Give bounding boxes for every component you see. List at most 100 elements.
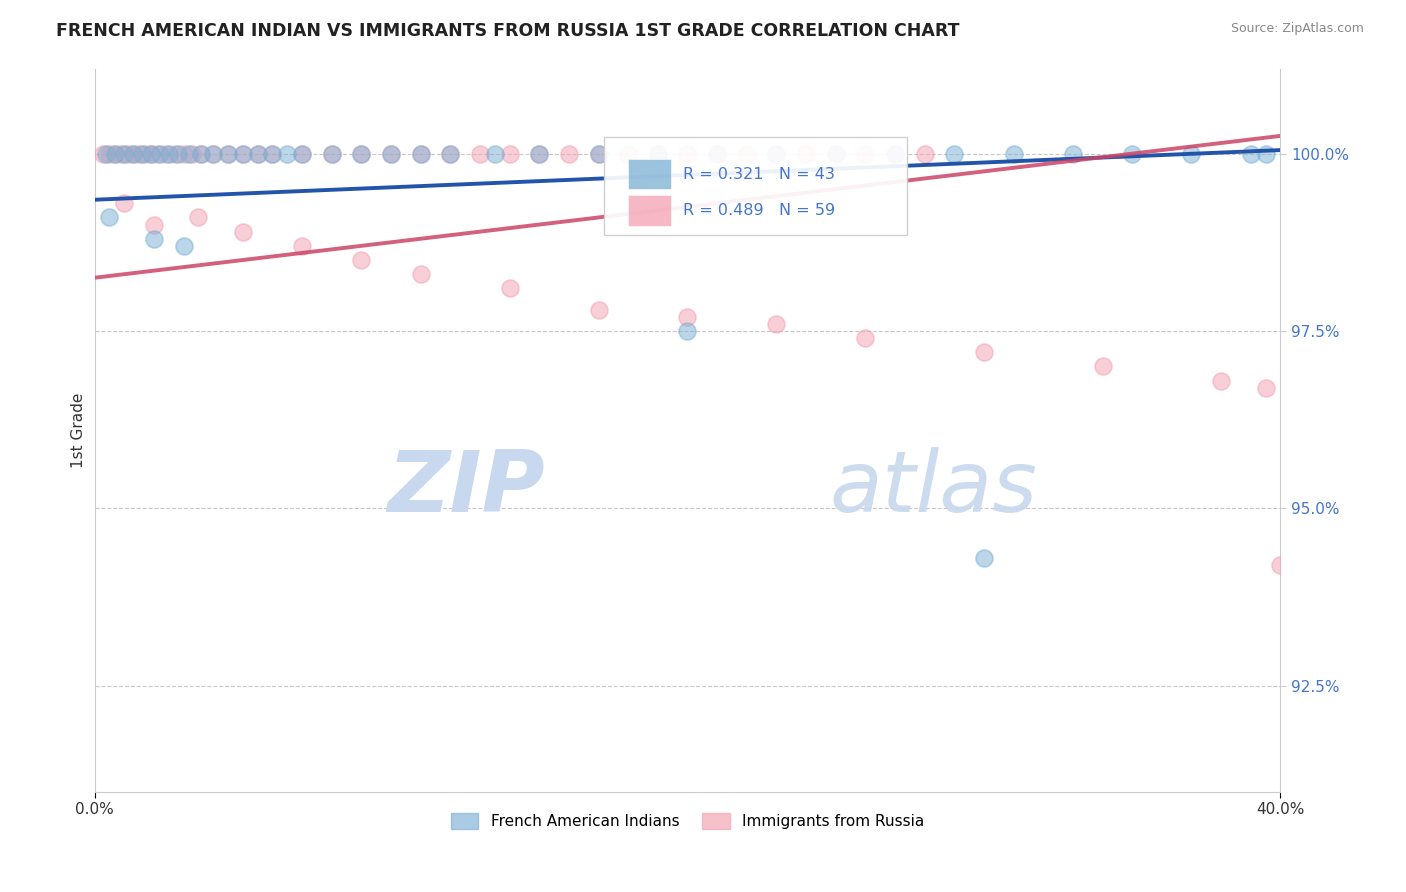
Point <box>291 239 314 253</box>
Point <box>291 146 314 161</box>
Point <box>155 146 177 161</box>
Point <box>676 146 699 161</box>
Point <box>617 146 640 161</box>
Y-axis label: 1st Grade: 1st Grade <box>72 392 86 468</box>
Point <box>1091 359 1114 374</box>
Point <box>706 146 728 161</box>
Point <box>884 146 907 161</box>
Point <box>202 146 225 161</box>
Point <box>157 146 180 161</box>
Text: R = 0.489   N = 59: R = 0.489 N = 59 <box>683 202 835 218</box>
Text: atlas: atlas <box>830 447 1038 530</box>
Point <box>139 146 162 161</box>
Point <box>439 146 461 161</box>
Point <box>853 331 876 345</box>
Point <box>973 550 995 565</box>
FancyBboxPatch shape <box>628 195 671 226</box>
Point <box>409 146 432 161</box>
Point <box>498 146 520 161</box>
Point <box>765 317 787 331</box>
Point <box>409 267 432 281</box>
Point <box>1270 558 1292 572</box>
Point <box>824 146 846 161</box>
Point <box>181 146 204 161</box>
Point <box>409 146 432 161</box>
Point <box>706 146 728 161</box>
Point <box>824 146 846 161</box>
FancyBboxPatch shape <box>605 137 907 235</box>
Point <box>217 146 239 161</box>
Point <box>529 146 551 161</box>
Point <box>166 146 188 161</box>
Point <box>1254 146 1277 161</box>
Point <box>647 146 669 161</box>
Point <box>232 146 254 161</box>
Point <box>276 146 298 161</box>
Point <box>122 146 145 161</box>
Point <box>104 146 127 161</box>
Point <box>134 146 156 161</box>
Point <box>765 146 787 161</box>
Point <box>98 211 121 225</box>
Point <box>115 146 138 161</box>
Point <box>112 146 135 161</box>
Point <box>139 146 162 161</box>
Point <box>110 146 132 161</box>
Point <box>96 146 118 161</box>
FancyBboxPatch shape <box>628 159 671 189</box>
Point <box>179 146 201 161</box>
Point <box>149 146 172 161</box>
Point <box>350 253 373 268</box>
Point <box>232 146 254 161</box>
Point <box>1254 381 1277 395</box>
Point <box>914 146 936 161</box>
Point <box>1240 146 1263 161</box>
Point <box>93 146 115 161</box>
Point <box>104 146 127 161</box>
Point <box>217 146 239 161</box>
Point <box>190 146 212 161</box>
Point <box>173 239 195 253</box>
Point <box>262 146 284 161</box>
Text: ZIP: ZIP <box>388 447 546 530</box>
Point <box>853 146 876 161</box>
Point <box>321 146 343 161</box>
Point <box>439 146 461 161</box>
Legend: French American Indians, Immigrants from Russia: French American Indians, Immigrants from… <box>444 806 931 835</box>
Point <box>498 281 520 295</box>
Point <box>350 146 373 161</box>
Text: Source: ZipAtlas.com: Source: ZipAtlas.com <box>1230 22 1364 36</box>
Point <box>588 302 610 317</box>
Point <box>943 146 966 161</box>
Point <box>173 146 195 161</box>
Point <box>232 225 254 239</box>
Point <box>142 218 165 232</box>
Point <box>131 146 153 161</box>
Point <box>1062 146 1084 161</box>
Point <box>735 146 758 161</box>
Point <box>884 146 907 161</box>
Point <box>973 345 995 359</box>
Point <box>112 196 135 211</box>
Point <box>350 146 373 161</box>
Point <box>380 146 402 161</box>
Point <box>1211 374 1233 388</box>
Point <box>246 146 269 161</box>
Point <box>190 146 212 161</box>
Point <box>380 146 402 161</box>
Point <box>163 146 186 161</box>
Point <box>588 146 610 161</box>
Point <box>321 146 343 161</box>
Point <box>794 146 817 161</box>
Point <box>202 146 225 161</box>
Point <box>291 146 314 161</box>
Point <box>262 146 284 161</box>
Point <box>558 146 581 161</box>
Point <box>187 211 209 225</box>
Point <box>765 146 787 161</box>
Point <box>529 146 551 161</box>
Point <box>122 146 145 161</box>
Point <box>98 146 121 161</box>
Point <box>676 324 699 338</box>
Point <box>468 146 491 161</box>
